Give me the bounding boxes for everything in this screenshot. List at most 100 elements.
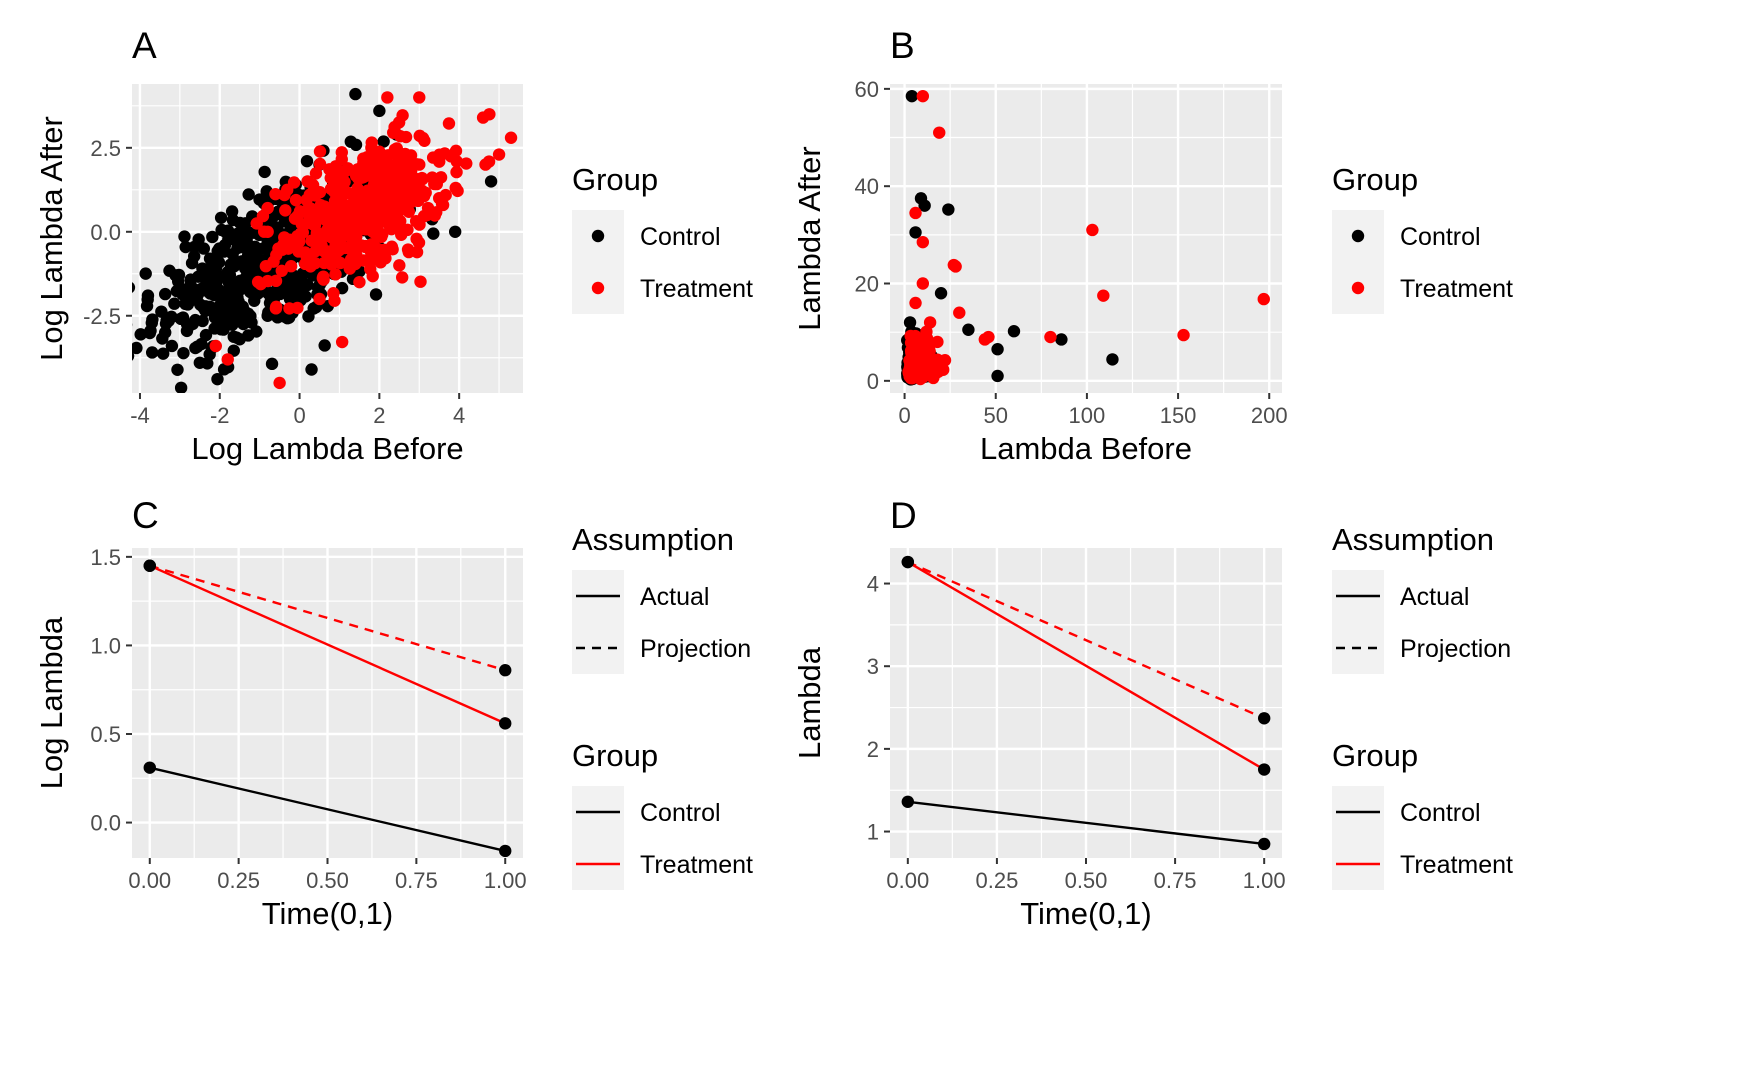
y-tick-label: 2 [867,737,879,762]
scatter-point-treatment [261,225,274,238]
scatter-point-control [171,363,184,376]
scatter-point-control [227,344,240,357]
legend-title: Assumption [572,522,734,557]
x-tick-label: 4 [453,403,465,428]
scatter-point-control [132,323,133,327]
marks [143,559,512,858]
scatter-point-control [1007,325,1021,338]
scatter-point-control [934,287,948,300]
scatter-point-treatment [276,243,289,256]
y-tick-label: 2.5 [90,136,121,161]
y-tick-label: 60 [855,77,879,102]
scatter-point-treatment [413,129,426,143]
scatter-point-treatment [310,226,324,240]
scatter-point-control [139,267,152,280]
scatter-point-control [168,297,181,310]
scatter-point-treatment [363,255,376,269]
scatter-point-treatment [916,277,930,290]
y-tick-label: 20 [855,272,879,297]
scatter-point-control [203,252,217,265]
scatter-point-control [201,275,215,289]
scatter-point-treatment [398,147,412,161]
scatter-point-treatment [450,165,463,179]
x-tick-label: 50 [984,403,1008,428]
panel-tag: D [890,495,917,536]
scatter-point-treatment [400,177,414,191]
scatter-point-treatment [411,194,425,208]
y-tick-label: 0.5 [90,722,121,747]
scatter-point-treatment [291,301,304,315]
scatter-point-treatment [313,157,327,171]
y-tick-label: 0.0 [90,811,121,836]
scatter-point-control [180,317,194,331]
scatter-point-treatment [909,206,922,220]
scatter-point-treatment [273,376,286,390]
scatter-point-control [305,363,318,376]
scatter-point-treatment [333,185,346,198]
x-tick-label: 0.00 [128,868,171,893]
scatter-point-treatment [269,302,283,315]
legend-label: Treatment [1400,851,1513,879]
y-tick-label: 40 [855,174,879,199]
legend-title: Group [572,738,658,773]
scatter-point-control [909,226,922,239]
scatter-point-treatment [918,365,931,379]
x-tick-label: 0 [293,403,305,428]
y-tick-label: -2.5 [83,304,121,329]
scatter-point-control [377,135,390,148]
x-tick-label: 150 [1160,403,1197,428]
y-tick-label: 4 [867,572,879,597]
scatter-point-control [373,104,386,118]
scatter-point-treatment [380,171,394,184]
scatter-point-control [132,341,143,355]
scatter-point-treatment [329,238,342,251]
x-tick-label: 0.50 [306,868,349,893]
scatter-point-treatment [414,275,427,288]
scatter-point-treatment [390,193,403,206]
scatter-point-treatment [389,146,403,159]
scatter-point-control [242,188,255,201]
data-point [499,717,512,730]
scatter-point-treatment [430,151,443,164]
scatter-point-control [141,289,155,302]
scatter-point-treatment [313,186,327,199]
scatter-point-control [1055,333,1068,346]
scatter-point-control [199,328,213,342]
scatter-point-treatment [449,144,463,158]
scatter-point-control [156,347,170,360]
scatter-point-treatment [379,252,392,265]
scatter-point-treatment [209,339,222,353]
scatter-point-treatment [370,197,383,211]
scatter-point-treatment [269,274,283,288]
scatter-point-treatment [304,260,317,273]
scatter-point-treatment [419,186,432,199]
scatter-point-treatment [359,239,372,253]
legend-key-point [1351,281,1365,295]
scatter-point-treatment [313,292,326,306]
scatter-point-control [209,262,223,275]
scatter-point-control [227,313,241,326]
scatter-point-control [289,285,302,299]
scatter-point-treatment [933,126,946,139]
scatter-point-treatment [373,208,386,222]
scatter-point-treatment [294,227,307,241]
scatter-point-treatment [357,156,370,169]
scatter-point-treatment [410,232,423,246]
scatter-point-control [273,286,286,299]
scatter-point-treatment [409,214,423,228]
legend-label: Treatment [640,851,753,879]
scatter-point-control [174,381,188,393]
scatter-point-treatment [284,260,298,273]
x-tick-label: 2 [373,403,385,428]
data-point [499,664,512,677]
scatter-point-treatment [340,217,354,231]
scatter-point-control [238,305,252,318]
scatter-point-treatment [1177,328,1190,342]
panel-d: 0.00 0.25 0.50 0.75 1.00 1 2 3 4 Time(0,1) Lambda D… [792,495,1513,931]
legend: Assumption Actual Projection Group Control Tr… [1332,522,1513,890]
scatter-point-control [349,87,362,101]
scatter-point-treatment [923,316,937,329]
data-point [143,559,156,572]
scatter-point-treatment [394,130,407,143]
